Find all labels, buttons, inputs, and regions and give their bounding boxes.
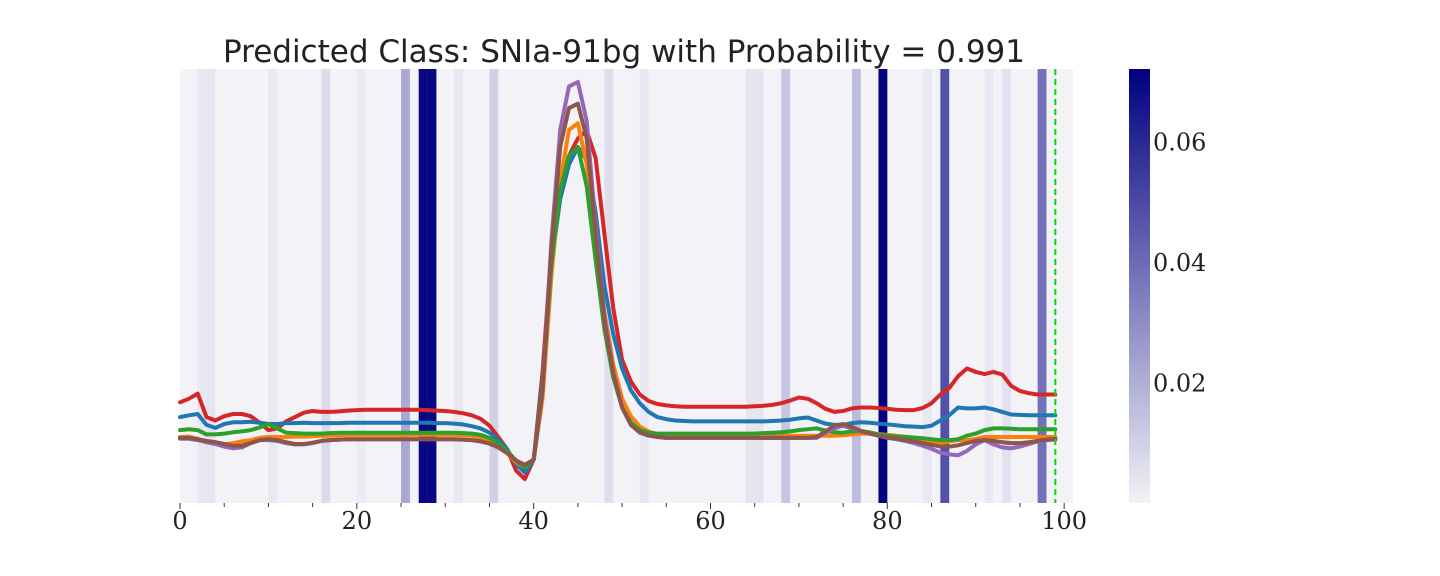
attention-band	[1037, 69, 1047, 503]
attention-band	[356, 69, 366, 503]
x-tick-label: 40	[518, 507, 549, 535]
x-tick-label: 80	[872, 507, 903, 535]
attention-band	[922, 69, 932, 503]
attention-band	[197, 69, 207, 503]
series-line	[178, 145, 1058, 475]
series-line	[178, 128, 1058, 482]
series-line	[178, 101, 1058, 467]
x-tick-label: 0	[172, 507, 187, 535]
attention-band	[401, 69, 410, 503]
colorbar-tick-label: 0.04	[1153, 249, 1206, 277]
colorbar: 0.02 0.04 0.06	[1129, 69, 1206, 503]
attention-band	[321, 69, 331, 503]
attention-band	[745, 69, 755, 503]
attention-band	[639, 69, 649, 503]
x-tick-label: 20	[342, 507, 373, 535]
attention-band	[851, 69, 861, 503]
attention-band	[418, 69, 428, 503]
attention-band	[489, 69, 499, 503]
attention-band	[781, 69, 791, 503]
x-axis: 0 20 40 60 80 100	[172, 503, 1087, 535]
colorbar-tick-label: 0.02	[1153, 369, 1206, 397]
attention-band	[754, 69, 764, 503]
x-tick-label: 60	[695, 507, 726, 535]
attention-band	[454, 69, 463, 503]
attention-band	[940, 69, 950, 503]
attention-band	[206, 69, 216, 503]
x-tick-label: 100	[1041, 507, 1087, 535]
chart-title: Predicted Class: SNIa-91bg with Probabil…	[223, 34, 1025, 70]
attention-band	[427, 69, 437, 503]
colorbar-bar	[1129, 69, 1150, 503]
series-lines	[178, 80, 1058, 482]
attention-band	[878, 69, 888, 503]
attention-band	[268, 69, 278, 503]
colorbar-tick-label: 0.06	[1153, 128, 1206, 156]
attention-band	[1002, 69, 1012, 503]
attention-band	[984, 69, 994, 503]
attention-bands	[197, 69, 1047, 503]
